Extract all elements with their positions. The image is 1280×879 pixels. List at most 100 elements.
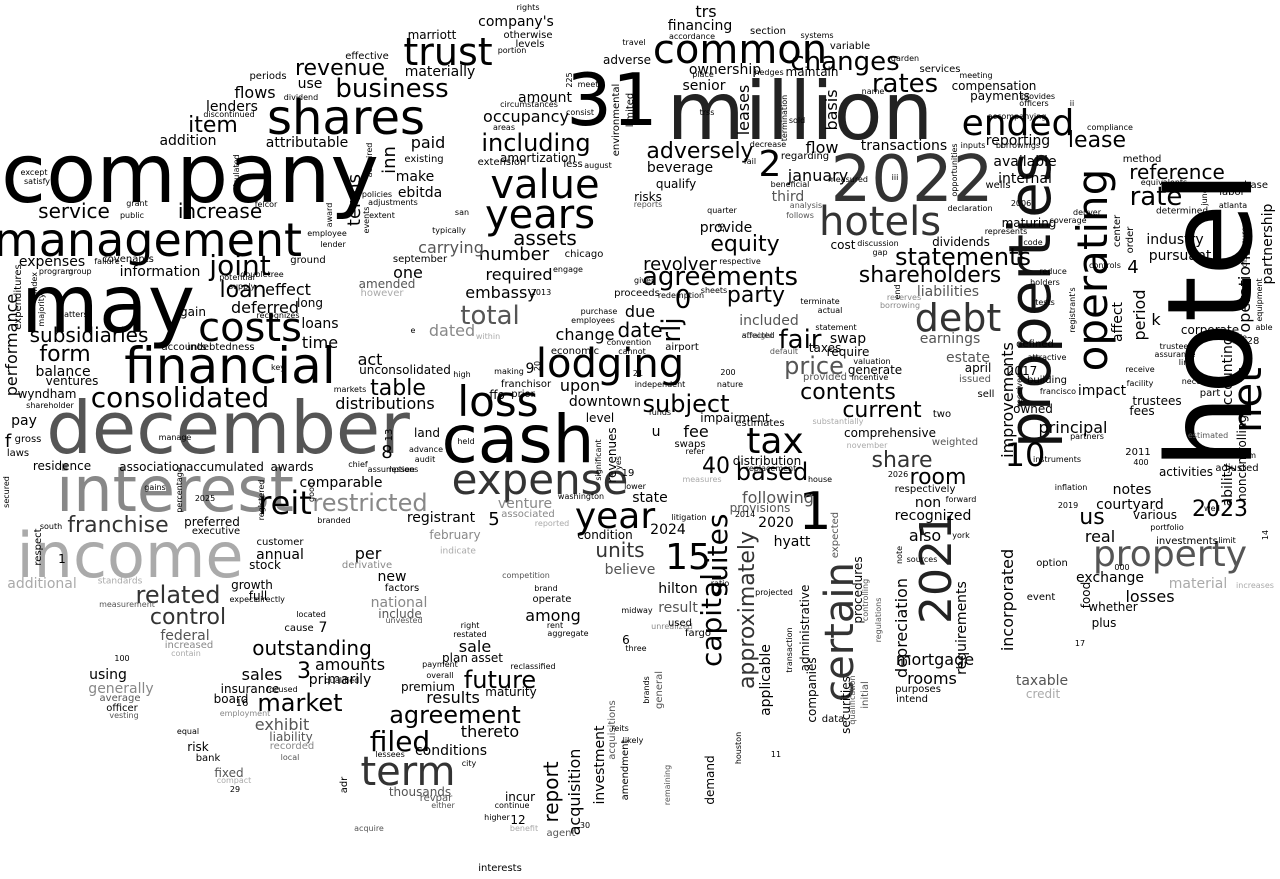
cloud-word: share <box>871 448 933 473</box>
cloud-word: replacement <box>745 464 797 473</box>
cloud-word: price <box>784 352 844 380</box>
cloud-word: trustee <box>1159 342 1189 351</box>
cloud-word: recognized <box>894 508 972 524</box>
cloud-word: convention <box>606 338 652 347</box>
cloud-word: company's <box>478 14 554 30</box>
cloud-word: time <box>301 333 339 352</box>
cloud-word: either <box>431 801 455 810</box>
cloud-word: portfolio <box>1150 523 1184 532</box>
cloud-word: house <box>807 475 833 484</box>
cloud-word: maintain <box>785 65 839 79</box>
cloud-word: distributions <box>335 394 435 413</box>
cloud-word: equal <box>176 727 200 736</box>
cloud-word: 0 <box>674 285 692 315</box>
cloud-word: focused <box>266 685 298 694</box>
cloud-word: directly <box>255 595 285 604</box>
cloud-word: full <box>248 589 268 603</box>
cloud-word: senior <box>682 78 726 94</box>
cloud-word: measured <box>828 175 868 184</box>
cloud-word: failure <box>94 257 120 266</box>
cloud-word: additional <box>7 576 77 592</box>
cloud-word: asset <box>471 651 503 665</box>
cloud-word: 16 <box>235 698 249 709</box>
cloud-word: us <box>1079 505 1105 530</box>
cloud-word: limit <box>1218 536 1236 545</box>
cloud-word: lessee <box>389 465 415 474</box>
cloud-word: unvested <box>385 616 423 625</box>
cloud-word: beneficial <box>770 180 810 189</box>
cloud-word: officer <box>106 703 138 714</box>
cloud-word: approximately <box>735 530 760 690</box>
cloud-word: line <box>1178 358 1194 367</box>
cloud-word: whether <box>1088 600 1138 614</box>
cloud-word: management <box>0 213 303 267</box>
cloud-word: south <box>39 522 63 531</box>
cloud-word: purchase <box>580 307 618 316</box>
cloud-word: franchise <box>67 513 169 538</box>
cloud-word: bank <box>195 753 221 764</box>
cloud-word: non <box>914 495 942 511</box>
cloud-word: branded <box>317 516 351 525</box>
cloud-word: trustees <box>1132 394 1182 408</box>
cloud-word: maturity <box>485 685 537 699</box>
cloud-word: recorded <box>269 741 315 752</box>
cloud-word: applicable <box>758 644 774 716</box>
cloud-word: land <box>414 426 440 440</box>
cloud-word: place <box>692 70 714 79</box>
cloud-word: december <box>46 386 410 470</box>
cloud-word: due <box>624 302 656 321</box>
cloud-word: ground <box>290 255 326 266</box>
cloud-word: reference <box>1129 160 1225 184</box>
cloud-word: adjustments <box>368 198 418 207</box>
cloud-word: level <box>585 411 615 425</box>
cloud-word: third <box>771 189 805 205</box>
cloud-word: 2014 <box>734 510 756 519</box>
cloud-word: revenue <box>294 56 386 81</box>
cloud-word: 21 <box>632 369 644 378</box>
cloud-word: litigation <box>671 513 707 522</box>
cloud-word: revpar <box>419 793 453 804</box>
cloud-word: filed <box>369 725 431 758</box>
cloud-word: january <box>787 166 849 185</box>
cloud-word: revolver <box>643 254 717 275</box>
cloud-word: fargo <box>684 628 712 639</box>
cloud-word: effect <box>265 280 311 299</box>
cloud-word: services <box>919 64 961 75</box>
cloud-word: internal <box>998 171 1052 187</box>
cloud-word: pursuant <box>1148 248 1212 264</box>
cloud-word: registered <box>257 479 266 521</box>
cloud-word: index <box>30 272 39 294</box>
cloud-word: name <box>861 87 885 96</box>
cloud-word: registrant's <box>1068 287 1077 333</box>
cloud-word: preferred <box>184 515 240 529</box>
cloud-word: end <box>893 284 902 300</box>
cloud-word: garden <box>890 54 920 63</box>
cloud-word: events <box>362 206 371 234</box>
cloud-word: expected <box>830 511 841 559</box>
cloud-word: redemption <box>657 291 705 300</box>
cloud-word: fee <box>683 422 709 441</box>
cloud-word: vesting <box>109 711 139 720</box>
cloud-word: state <box>632 490 668 506</box>
cloud-word: reduce <box>1039 267 1067 276</box>
cloud-word: ventures <box>45 374 99 388</box>
cloud-word: generate <box>847 363 903 377</box>
cloud-word: consist <box>565 108 595 117</box>
cloud-word: brand <box>534 584 558 593</box>
cloud-word: fixed <box>214 766 244 780</box>
cloud-word: investment <box>592 725 608 805</box>
cloud-word: equipment <box>1255 278 1264 322</box>
cloud-word: covenants <box>102 254 154 265</box>
cloud-word: continue <box>494 801 530 810</box>
cloud-word: provides <box>1020 92 1056 101</box>
cloud-word: credit <box>1025 687 1061 701</box>
cloud-word: adjusted <box>1215 463 1259 474</box>
cloud-word: swap <box>829 331 867 347</box>
cloud-word: lender <box>320 240 346 249</box>
cloud-word: potential <box>219 273 255 282</box>
cloud-word: cannot <box>618 347 646 356</box>
cloud-word: policies <box>361 190 393 199</box>
cloud-word: otherwise <box>503 30 553 41</box>
cloud-word: brands <box>642 676 651 704</box>
cloud-word: transactions <box>860 138 948 154</box>
